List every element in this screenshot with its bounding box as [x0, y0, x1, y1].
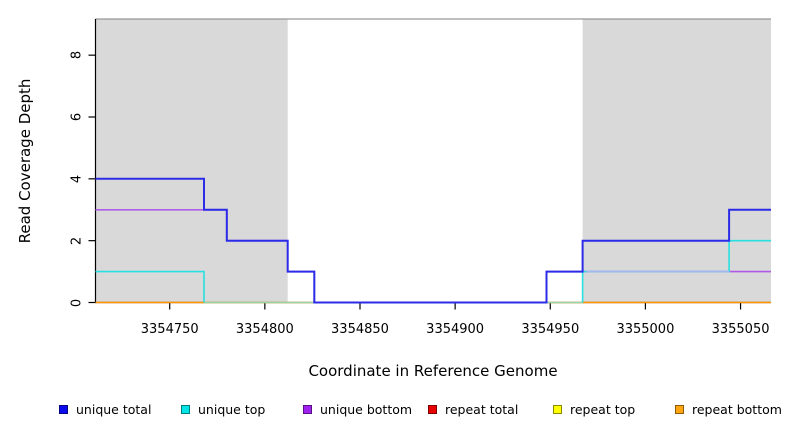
- legend-item-repeat-top: repeat top: [553, 400, 635, 418]
- legend-item-repeat-bottom: repeat bottom: [675, 400, 782, 418]
- y-axis-title: Read Coverage Depth: [16, 78, 34, 244]
- masked-region: [95, 19, 288, 303]
- x-tick-label: 3354800: [235, 322, 294, 337]
- y-tick-label: 6: [69, 112, 85, 122]
- legend-item-unique-bottom: unique bottom: [303, 400, 412, 418]
- series-line-unique-total-line: [95, 177, 771, 304]
- x-tick-label: 3354900: [426, 322, 485, 337]
- series-line-unique-top-line-left: [95, 270, 205, 303]
- y-tick-label: 0: [69, 298, 85, 307]
- legend-swatch-icon: [428, 404, 437, 414]
- legend-label: unique bottom: [320, 401, 413, 417]
- y-tick-label: 8: [69, 51, 85, 60]
- x-axis-title: Coordinate in Reference Genome: [308, 362, 558, 380]
- legend-swatch-icon: [675, 404, 684, 414]
- legend-item-repeat-total: repeat total: [428, 400, 518, 418]
- legend-label: repeat top: [570, 401, 636, 417]
- legend-label: repeat bottom: [692, 401, 782, 417]
- x-tick-label: 3354950: [521, 322, 580, 337]
- legend-item-unique-top: unique top: [181, 400, 265, 418]
- y-tick-label: 2: [69, 236, 85, 245]
- legend-label: repeat total: [445, 401, 519, 417]
- y-tick-label: 4: [69, 174, 85, 183]
- legend-swatch-icon: [303, 404, 312, 414]
- masked-region: [582, 19, 771, 303]
- legend-label: unique total: [76, 401, 152, 417]
- legend-swatch-icon: [59, 404, 68, 414]
- x-tick-label: 3354850: [331, 322, 389, 337]
- x-tick-label: 3355050: [711, 322, 770, 337]
- x-tick-label: 3354750: [140, 322, 199, 337]
- x-tick-label: 3355000: [616, 322, 675, 337]
- legend-swatch-icon: [553, 404, 562, 414]
- legend-label: unique top: [198, 401, 266, 417]
- legend-swatch-icon: [181, 404, 190, 414]
- legend-item-unique-total: unique total: [59, 400, 151, 418]
